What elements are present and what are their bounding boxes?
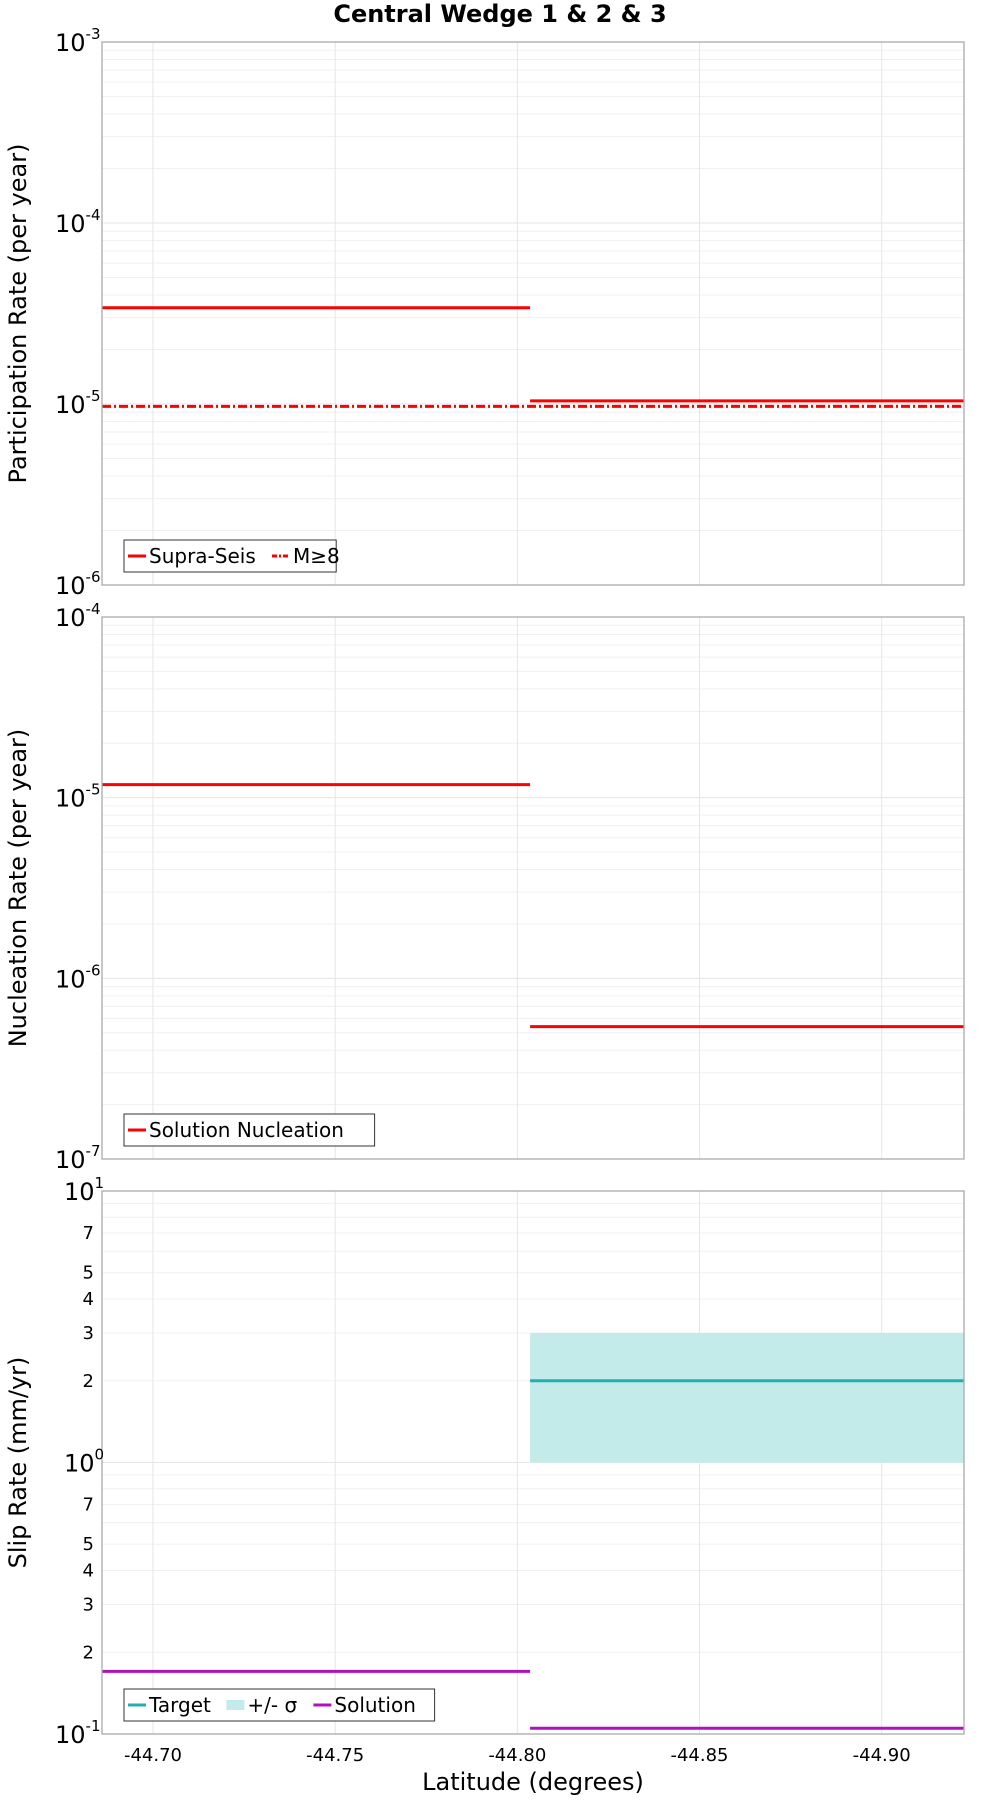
y-minor-tick-label: 3 [83, 1323, 94, 1344]
legend: Supra-Seis M≥8 [123, 539, 340, 573]
x-tick-label: -44.70 [124, 1745, 182, 1766]
x-tick-label: -44.90 [853, 1745, 911, 1766]
x-tick-label: -44.85 [670, 1745, 728, 1766]
y-minor-tick-label: 7 [83, 1223, 94, 1244]
legend-label: Solution [334, 1693, 415, 1717]
y-tick-label: 10-5 [55, 387, 101, 419]
y-tick-label: 10-6 [55, 568, 101, 600]
y-tick-label: 10-4 [55, 600, 101, 632]
y-minor-tick-label: 5 [83, 1534, 94, 1555]
legend-box [123, 1688, 436, 1722]
y-tick-label: 10-4 [55, 206, 101, 238]
x-tick-label: -44.75 [306, 1745, 364, 1766]
sigma-band [530, 1332, 964, 1463]
y-minor-tick-label: 2 [83, 1371, 94, 1392]
legend: Target +/- σ Solution [123, 1688, 436, 1722]
y-minor-tick-label: 2 [83, 1642, 94, 1663]
y-minor-tick-label: 4 [83, 1561, 94, 1582]
x-axis-label: Latitude (degrees) [422, 1768, 644, 1796]
chart-title: Central Wedge 1 & 2 & 3 [333, 0, 666, 28]
y-minor-tick-label: 5 [83, 1263, 94, 1284]
y-tick-label: 10-7 [55, 1142, 101, 1174]
legend: Solution Nucleation [123, 1113, 376, 1147]
y-axis-label: Nucleation Rate (per year) [4, 729, 32, 1048]
legend-label: Solution Nucleation [149, 1118, 344, 1142]
y-tick-label: 10-6 [55, 961, 101, 993]
legend-label: +/- σ [247, 1693, 297, 1717]
legend-box [123, 1113, 376, 1147]
y-minor-tick-label: 4 [83, 1289, 94, 1310]
y-minor-tick-label: 3 [83, 1594, 94, 1615]
panel-participation: 10-6 10-5 10-4 10-3 Participation Rate (per … [4, 25, 965, 600]
plot-frame [101, 616, 965, 1160]
plot-frame [101, 1190, 965, 1735]
legend-marker [226, 1700, 245, 1710]
legend-label: Target [148, 1693, 211, 1717]
panel-nucleation: 10-7 10-6 10-5 10-4 Nucleation Rate (per yea… [4, 600, 965, 1174]
y-tick-label: 10-1 [55, 1717, 101, 1749]
y-tick-label: 10-3 [55, 25, 101, 57]
y-axis-label: Participation Rate (per year) [4, 144, 32, 484]
legend-box [123, 539, 337, 573]
y-axis-label: Slip Rate (mm/yr) [4, 1357, 32, 1569]
panel-sliprate: 10-1 100 101 2 3 4 5 7 2 3 4 5 7 Slip Rate (mm/yr) Tar… [4, 1174, 965, 1749]
legend-label: Supra-Seis [149, 544, 256, 568]
y-minor-tick-label: 7 [83, 1495, 94, 1516]
legend-label: M≥8 [293, 544, 340, 568]
x-tick-label: -44.80 [488, 1745, 546, 1766]
y-tick-label: 10-5 [55, 781, 101, 813]
y-tick-label: 101 [64, 1174, 104, 1206]
plot-frame [101, 41, 965, 586]
y-tick-label: 100 [64, 1446, 104, 1478]
